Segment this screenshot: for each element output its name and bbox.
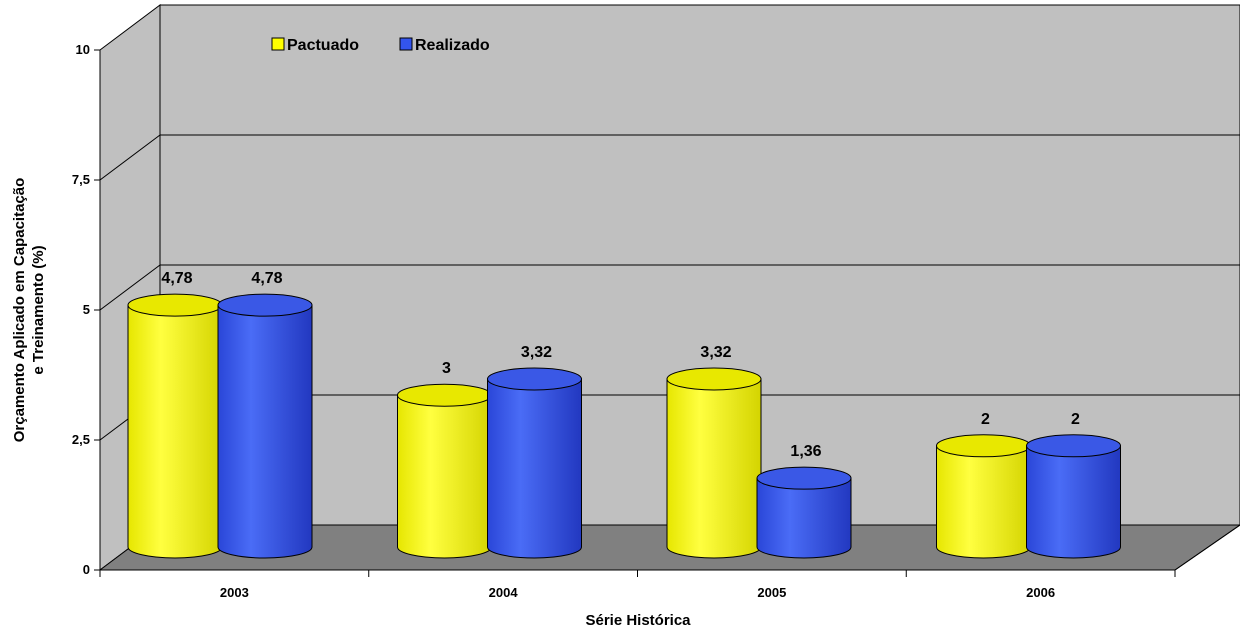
data-label: 2 [1071, 411, 1080, 428]
y-tick-label: 10 [76, 42, 90, 57]
bar-body [666, 378, 762, 559]
data-label: 2 [981, 411, 990, 428]
gridlines [99, 134, 1240, 441]
bar-body [487, 378, 582, 559]
legend-label: Pactuado [287, 37, 359, 54]
bar [217, 293, 313, 559]
bar-body [1026, 445, 1121, 559]
bar [127, 293, 223, 559]
x-tick-label: 2006 [1026, 585, 1055, 600]
bar-top [936, 434, 1031, 458]
bar-body [756, 477, 852, 559]
bar [397, 383, 492, 559]
bar-top [397, 383, 492, 407]
gridline-side [99, 134, 161, 181]
bar-top [487, 367, 582, 391]
data-label: 4,78 [251, 270, 282, 287]
y-axis-title-line: Orçamento Aplicado em Capacitação [11, 178, 28, 443]
bar-body [127, 304, 223, 559]
y-tick-label: 5 [83, 302, 90, 317]
data-label: 3,32 [521, 344, 552, 361]
legend-swatch [399, 37, 413, 51]
legend-swatch [271, 37, 285, 51]
bar-top [217, 293, 313, 317]
bar [666, 367, 762, 559]
x-axis-title: Série Histórica [585, 612, 691, 629]
x-tick-label: 2003 [220, 585, 249, 600]
bar-body [217, 304, 313, 559]
bar [936, 434, 1031, 559]
data-label: 3 [442, 360, 451, 377]
bar [487, 367, 582, 559]
bar-top [756, 466, 852, 490]
bars [127, 293, 1121, 559]
y-tick-label: 7,5 [72, 172, 90, 187]
data-label: 1,36 [790, 443, 821, 460]
legend: Pactuado Realizado [271, 37, 490, 54]
y-axis-title-line: e Treinamento (%) [30, 245, 47, 374]
bar-body [397, 394, 492, 559]
bar-body [936, 445, 1031, 559]
bar [756, 466, 852, 559]
x-tick-label: 2004 [489, 585, 519, 600]
bar-top [127, 293, 223, 317]
y-axis-title: Orçamento Aplicado em Capacitação e Trein… [11, 178, 47, 443]
y-tick-label: 2,5 [72, 432, 90, 447]
data-label: 4,78 [161, 270, 192, 287]
y-tick-label: 0 [83, 562, 90, 577]
data-label: 3,32 [700, 344, 731, 361]
x-axis-depth-line [1174, 524, 1240, 571]
legend-label: Realizado [415, 37, 490, 54]
bar-top [1026, 434, 1121, 458]
bar [1026, 434, 1121, 559]
x-tick-label: 2005 [757, 585, 786, 600]
bar-top [666, 367, 762, 391]
axes: 0 2,5 5 7,5 10 2003 2004 2005 2006 [72, 42, 1240, 600]
gridline-side [99, 264, 161, 311]
data-labels: 4,78 4,78 3 3,32 3,32 1,36 2 2 [161, 270, 1080, 460]
